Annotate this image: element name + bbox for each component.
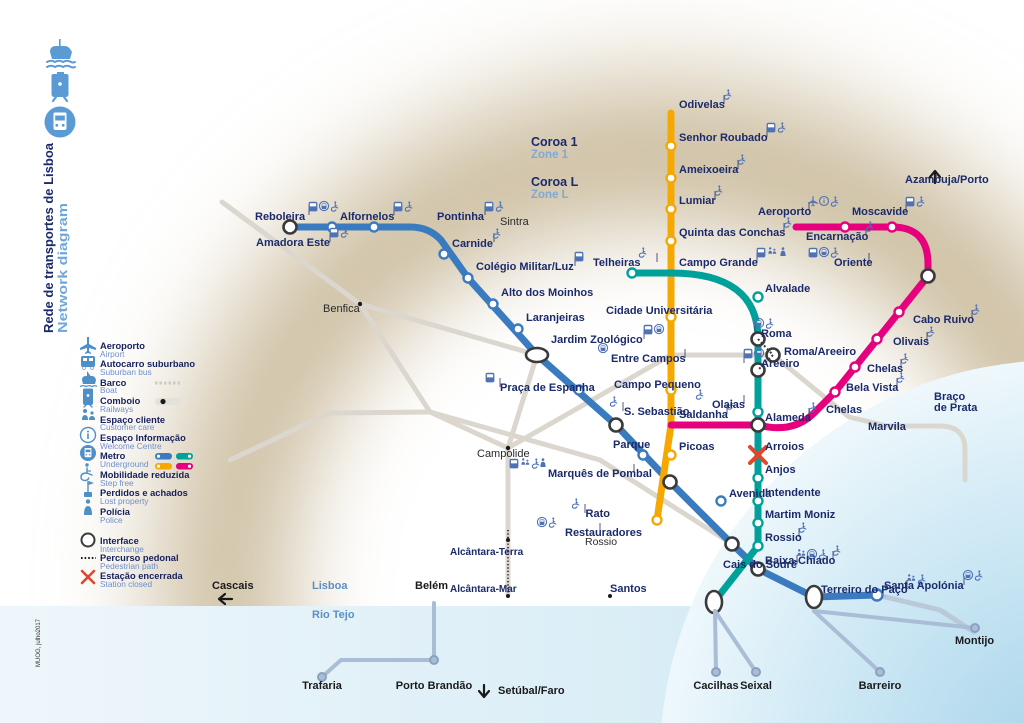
svg-text:Carnide: Carnide xyxy=(452,238,493,250)
svg-text:Bela Vista: Bela Vista xyxy=(846,382,899,394)
svg-text:Alvalade: Alvalade xyxy=(765,283,810,295)
svg-text:Olaias: Olaias xyxy=(712,399,745,411)
svg-text:Campolide: Campolide xyxy=(477,448,530,460)
svg-text:Step free: Step free xyxy=(100,478,134,488)
svg-text:Montijo: Montijo xyxy=(955,635,994,647)
svg-text:Setúbal/Faro: Setúbal/Faro xyxy=(498,685,565,697)
svg-text:Underground: Underground xyxy=(100,459,149,469)
svg-text:Barreiro: Barreiro xyxy=(859,680,902,692)
svg-text:Martim Moniz: Martim Moniz xyxy=(765,509,836,521)
svg-text:Rede de transportes de Lisboa: Rede de transportes de Lisboa xyxy=(41,142,56,333)
svg-text:Zone L: Zone L xyxy=(531,189,569,201)
svg-text:Porto Brandão: Porto Brandão xyxy=(396,680,473,692)
svg-text:Alfornelos: Alfornelos xyxy=(340,211,394,223)
svg-text:Marquês de Pombal: Marquês de Pombal xyxy=(548,468,652,480)
svg-text:MUOG, julho2017: MUOG, julho2017 xyxy=(36,618,42,667)
svg-text:Trafaria: Trafaria xyxy=(302,680,343,692)
svg-text:Marvila: Marvila xyxy=(868,421,907,433)
svg-text:Police: Police xyxy=(100,515,123,525)
svg-text:Interchange: Interchange xyxy=(100,544,144,554)
svg-text:Praça de Espanha: Praça de Espanha xyxy=(500,382,596,394)
svg-text:Lumiar: Lumiar xyxy=(679,195,716,207)
svg-text:Baixa-Chiado: Baixa-Chiado xyxy=(765,555,836,567)
svg-text:Seixal: Seixal xyxy=(740,680,772,692)
svg-text:Parque: Parque xyxy=(613,439,650,451)
svg-text:Moscavide: Moscavide xyxy=(852,206,908,218)
svg-text:Alameda: Alameda xyxy=(765,412,812,424)
svg-text:Benfica: Benfica xyxy=(323,303,361,315)
svg-text:Olivais: Olivais xyxy=(893,336,929,348)
svg-text:Chelas: Chelas xyxy=(826,404,862,416)
svg-text:Chelas: Chelas xyxy=(867,363,903,375)
svg-text:Coroa L: Coroa L xyxy=(531,175,579,189)
svg-text:Zone 1: Zone 1 xyxy=(531,149,569,161)
svg-text:Belém: Belém xyxy=(415,580,448,592)
svg-text:Rossio: Rossio xyxy=(585,536,617,548)
svg-text:Senhor Roubado: Senhor Roubado xyxy=(679,132,768,144)
svg-text:Cabo Ruivo: Cabo Ruivo xyxy=(913,314,974,326)
svg-text:Alcântara-Terra: Alcântara-Terra xyxy=(450,547,524,558)
svg-text:Roma: Roma xyxy=(761,328,792,340)
svg-text:Encarnação: Encarnação xyxy=(806,231,869,243)
svg-text:Campo Pequeno: Campo Pequeno xyxy=(614,379,701,391)
svg-text:Reboleira: Reboleira xyxy=(255,211,306,223)
svg-text:Amadora Este: Amadora Este xyxy=(256,237,330,249)
svg-text:Campo Grande: Campo Grande xyxy=(679,257,758,269)
svg-text:Arroios: Arroios xyxy=(765,441,804,453)
svg-text:Ameixoeira: Ameixoeira xyxy=(679,164,739,176)
svg-text:de Prata: de Prata xyxy=(934,402,978,414)
svg-text:Rato: Rato xyxy=(586,508,611,520)
svg-text:Quinta das Conchas: Quinta das Conchas xyxy=(679,227,785,239)
svg-text:Azambuja/Porto: Azambuja/Porto xyxy=(905,174,989,186)
svg-text:Odivelas: Odivelas xyxy=(679,99,725,111)
svg-text:Cacilhas: Cacilhas xyxy=(693,680,738,692)
svg-text:Alcântara-Mar: Alcântara-Mar xyxy=(450,584,517,595)
svg-text:Laranjeiras: Laranjeiras xyxy=(526,312,585,324)
svg-text:Customer care: Customer care xyxy=(100,422,155,432)
svg-text:Lost property: Lost property xyxy=(100,496,149,506)
svg-text:Pontinha: Pontinha xyxy=(437,211,485,223)
svg-text:Cascais: Cascais xyxy=(212,580,254,592)
svg-text:Lisboa: Lisboa xyxy=(312,580,348,592)
svg-text:Colégio Militar/Luz: Colégio Militar/Luz xyxy=(476,261,574,273)
svg-text:Cidade Universitária: Cidade Universitária xyxy=(606,305,713,317)
svg-text:Station closed: Station closed xyxy=(100,579,153,589)
svg-text:Santos: Santos xyxy=(610,583,647,595)
svg-text:Roma/Areeiro: Roma/Areeiro xyxy=(784,346,856,358)
svg-text:Boat: Boat xyxy=(100,385,118,395)
svg-text:Railways: Railways xyxy=(100,404,133,414)
svg-text:Pedestrian path: Pedestrian path xyxy=(100,561,159,571)
svg-text:Sintra: Sintra xyxy=(500,216,530,228)
svg-text:Telheiras: Telheiras xyxy=(593,257,641,269)
svg-text:Entre Campos: Entre Campos xyxy=(611,353,686,365)
svg-text:Network diagram: Network diagram xyxy=(55,203,70,333)
svg-text:Aeroporto: Aeroporto xyxy=(758,206,811,218)
svg-text:Picoas: Picoas xyxy=(679,441,714,453)
svg-text:Suburban bus: Suburban bus xyxy=(100,367,152,377)
svg-text:Intendente: Intendente xyxy=(765,487,821,499)
svg-text:Santa Apolónia: Santa Apolónia xyxy=(884,580,965,592)
svg-text:Rio Tejo: Rio Tejo xyxy=(312,609,355,621)
svg-text:Areeiro: Areeiro xyxy=(761,358,800,370)
svg-text:Anjos: Anjos xyxy=(765,464,796,476)
svg-text:Airport: Airport xyxy=(100,349,125,359)
svg-text:Oriente: Oriente xyxy=(834,257,873,269)
svg-text:Rossio: Rossio xyxy=(765,532,802,544)
svg-text:Alto dos Moinhos: Alto dos Moinhos xyxy=(501,287,593,299)
svg-text:Welcome Centre: Welcome Centre xyxy=(100,441,162,451)
svg-text:Jardim Zoológico: Jardim Zoológico xyxy=(551,334,643,346)
svg-text:Coroa 1: Coroa 1 xyxy=(531,135,578,149)
